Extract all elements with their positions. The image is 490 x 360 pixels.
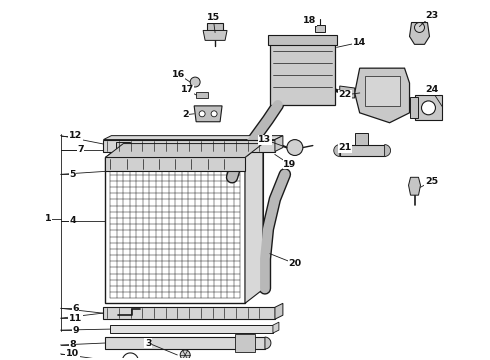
Polygon shape	[105, 337, 265, 349]
Polygon shape	[103, 136, 283, 140]
Polygon shape	[270, 43, 335, 105]
Text: 23: 23	[425, 11, 438, 20]
Text: 18: 18	[303, 16, 317, 25]
Text: 22: 22	[338, 90, 351, 99]
Text: 25: 25	[425, 177, 438, 186]
Text: 16: 16	[172, 69, 185, 78]
Polygon shape	[355, 132, 368, 145]
Polygon shape	[245, 144, 263, 303]
Text: 15: 15	[206, 13, 220, 22]
Text: 20: 20	[288, 259, 301, 268]
Text: 3: 3	[145, 338, 151, 347]
Polygon shape	[196, 92, 208, 98]
Text: 14: 14	[353, 38, 367, 47]
Polygon shape	[105, 157, 245, 171]
Text: 6: 6	[72, 304, 79, 313]
Polygon shape	[268, 35, 337, 45]
Text: 24: 24	[425, 85, 438, 94]
Circle shape	[415, 23, 424, 32]
Polygon shape	[410, 97, 417, 118]
Text: 13: 13	[258, 135, 271, 144]
Text: 21: 21	[338, 143, 351, 152]
Polygon shape	[334, 145, 340, 157]
Polygon shape	[409, 177, 420, 195]
Polygon shape	[235, 334, 255, 352]
Polygon shape	[410, 23, 429, 44]
Polygon shape	[340, 145, 385, 157]
Polygon shape	[207, 23, 223, 36]
Polygon shape	[415, 95, 442, 120]
Polygon shape	[273, 322, 279, 333]
Polygon shape	[194, 106, 222, 122]
Circle shape	[287, 140, 303, 156]
Circle shape	[211, 111, 217, 117]
Polygon shape	[355, 68, 410, 123]
Polygon shape	[116, 141, 130, 152]
Polygon shape	[340, 86, 355, 98]
Polygon shape	[265, 337, 271, 349]
Polygon shape	[275, 136, 283, 152]
Text: 17: 17	[180, 85, 194, 94]
Polygon shape	[315, 24, 325, 32]
Polygon shape	[103, 140, 275, 152]
Polygon shape	[203, 31, 227, 40]
Polygon shape	[105, 144, 263, 157]
Text: 4: 4	[69, 216, 76, 225]
Polygon shape	[385, 145, 391, 157]
Polygon shape	[103, 307, 275, 319]
Text: 9: 9	[72, 325, 79, 334]
Text: 5: 5	[69, 170, 76, 179]
Text: 1: 1	[45, 215, 52, 224]
Polygon shape	[275, 303, 283, 319]
Text: 10: 10	[66, 350, 79, 359]
Circle shape	[421, 101, 436, 115]
Polygon shape	[365, 76, 399, 106]
Text: 7: 7	[77, 145, 84, 154]
Polygon shape	[105, 144, 263, 157]
Text: 12: 12	[69, 131, 82, 140]
Text: 2: 2	[182, 110, 189, 119]
Circle shape	[199, 111, 205, 117]
Text: 8: 8	[69, 341, 76, 350]
Polygon shape	[110, 325, 273, 333]
Circle shape	[190, 77, 200, 87]
Text: 19: 19	[283, 160, 296, 169]
Circle shape	[180, 350, 190, 360]
Text: 11: 11	[69, 314, 82, 323]
